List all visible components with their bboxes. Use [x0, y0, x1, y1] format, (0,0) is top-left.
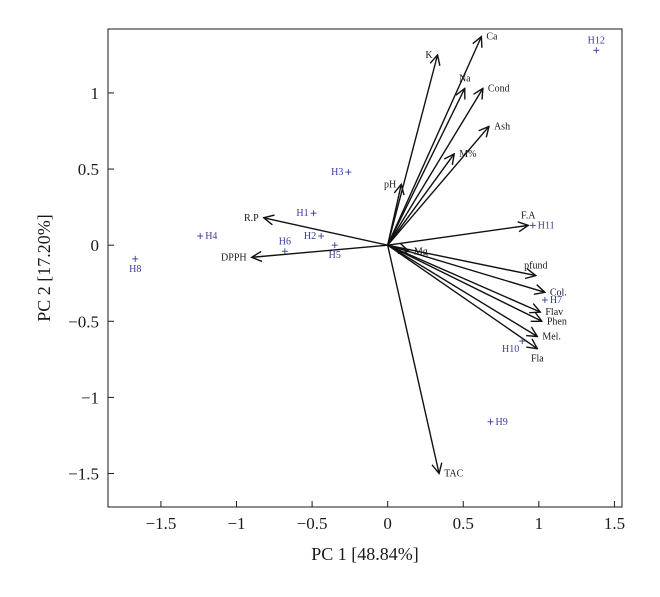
observation-h2: H2 [304, 231, 325, 242]
loading-label-m: M% [459, 149, 476, 160]
loading-arrow-r-p [264, 218, 388, 246]
loading-arrow-fla [387, 244, 538, 349]
observation-label-h9: H9 [495, 417, 507, 428]
loading-label-f-a: F.A [521, 210, 536, 221]
x-tick-label: 0.5 [453, 514, 474, 533]
x-tick-label: 1.5 [604, 514, 625, 533]
observation-points: H12 H3 H1 H2 H4 H6 H5 H8 H11 H7 H10 H9 [129, 35, 605, 427]
loading-arrow-m [387, 154, 455, 246]
observation-label-h12: H12 [588, 35, 605, 46]
observation-label-h5: H5 [329, 250, 341, 261]
observation-h7: H7 [541, 295, 562, 306]
x-tick-label: −1.5 [145, 514, 176, 533]
observation-h3: H3 [331, 167, 352, 178]
loading-label-dpph: DPPH [221, 252, 247, 263]
loading-vectors: CaKNaCondAshM%pHF.AR.PDPPHMgpfundCol.Fla… [221, 32, 567, 480]
observation-label-h8: H8 [129, 264, 141, 275]
loading-label-k: K [425, 50, 433, 61]
loading-arrow-ash [387, 126, 489, 246]
x-axis-title: PC 1 [48.84%] [311, 544, 419, 564]
observation-h4: H4 [197, 231, 217, 242]
observation-label-h6: H6 [279, 236, 291, 247]
observation-h11: H11 [529, 220, 555, 231]
observation-h9: H9 [487, 417, 508, 428]
loading-label-ca: Ca [486, 32, 498, 43]
loading-arrow-pfund [387, 244, 536, 275]
observation-h8: H8 [129, 255, 141, 275]
loading-label-ph: pH [384, 179, 396, 190]
y-tick-label: −0.5 [68, 312, 99, 331]
loading-label-mel: Mel. [542, 332, 561, 343]
x-axis: −1.5 −1 −0.5 0 0.5 1 1.5 [145, 501, 625, 533]
x-tick-label: −0.5 [297, 514, 328, 533]
loading-arrow-mel [387, 244, 538, 336]
observation-label-h3: H3 [331, 167, 343, 178]
observation-h6: H6 [279, 236, 291, 255]
loading-arrow-na [387, 88, 465, 246]
plot-frame [107, 28, 623, 508]
observation-label-h2: H2 [304, 231, 316, 242]
loading-arrow-ca [387, 37, 482, 246]
loading-arrow-col [387, 244, 545, 292]
loading-arrow-tac [386, 245, 439, 473]
observation-h5: H5 [329, 242, 341, 261]
observation-label-h7: H7 [550, 295, 562, 306]
loading-label-cond: Cond [488, 83, 510, 94]
loading-arrow-dpph [252, 244, 388, 257]
y-tick-label: 0 [91, 236, 100, 255]
loading-arrow-flav [387, 244, 541, 312]
loading-arrow-cond [387, 88, 483, 246]
y-tick-label: 1 [91, 84, 100, 103]
loading-label-ash: Ash [494, 121, 510, 132]
x-tick-label: 1 [535, 514, 544, 533]
x-tick-label: −1 [227, 514, 245, 533]
loading-arrow-f-a [387, 225, 529, 246]
y-axis-title: PC 2 [17.20%] [34, 214, 54, 322]
loading-arrow-ph [386, 184, 402, 246]
observation-label-h10: H10 [502, 344, 519, 355]
loading-label-col: Col. [550, 287, 567, 298]
loading-label-pfund: pfund [524, 261, 547, 272]
loading-label-na: Na [459, 73, 471, 84]
observation-label-h11: H11 [538, 220, 555, 231]
loading-arrow-phen [387, 244, 542, 321]
loading-arrow-k [386, 55, 438, 246]
loading-label-tac: TAC [444, 469, 464, 480]
loading-label-flav: Flav [545, 307, 563, 318]
x-tick-label: 0 [383, 514, 392, 533]
observation-h1: H1 [296, 208, 317, 219]
loading-label-fla: Fla [531, 354, 544, 365]
loading-label-phen: Phen [547, 316, 567, 327]
y-axis: −1.5 −1 −0.5 0 0.5 1 [68, 84, 114, 484]
observation-h12: H12 [588, 35, 605, 54]
y-tick-label: 0.5 [78, 160, 99, 179]
loading-label-r-p: R.P [244, 213, 259, 224]
y-tick-label: −1.5 [68, 465, 99, 484]
observation-label-h1: H1 [296, 208, 308, 219]
observation-h10: H10 [502, 338, 526, 355]
observation-label-h4: H4 [205, 231, 217, 242]
y-tick-label: −1 [81, 388, 99, 407]
